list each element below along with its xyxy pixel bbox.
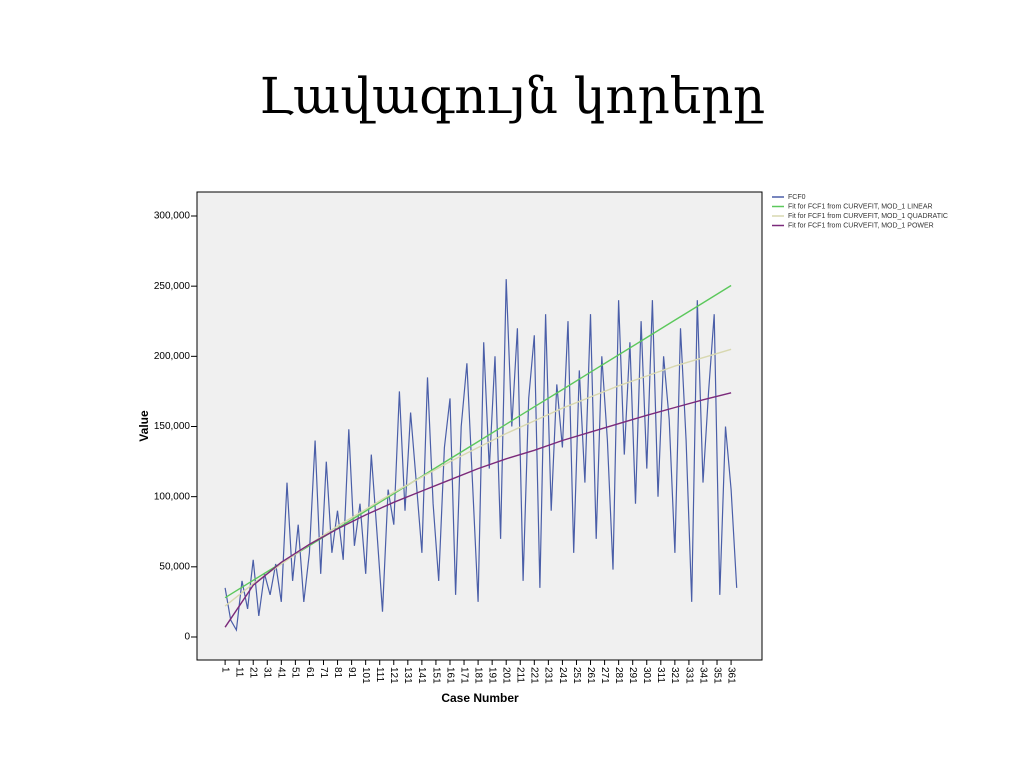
slide-title: Լավագույն կորերը [259, 67, 765, 125]
y-tick-label: 50,000 [159, 561, 190, 572]
x-tick-label: 341 [697, 667, 708, 684]
x-tick-label: 331 [683, 667, 694, 684]
y-tick-label: 150,000 [154, 421, 191, 432]
plot-area [196, 191, 763, 661]
legend-label: FCF0 [788, 194, 806, 201]
x-tick-label: 171 [458, 667, 469, 684]
x-tick-label: 71 [318, 667, 329, 679]
series-line [224, 279, 738, 632]
x-tick-label: 181 [472, 667, 483, 684]
series-line [224, 284, 732, 599]
y-axis-title: Value [137, 410, 151, 442]
x-tick-label: 1 [219, 667, 230, 673]
x-tick-label: 271 [599, 667, 610, 684]
x-tick-label: 281 [613, 667, 624, 684]
x-tick-label: 291 [627, 667, 638, 684]
x-tick-label: 351 [711, 667, 722, 684]
x-tick-label: 51 [290, 667, 301, 679]
x-tick-label: 231 [543, 667, 554, 684]
x-tick-label: 81 [332, 667, 343, 679]
x-tick-label: 321 [669, 667, 680, 684]
y-tick-label: 0 [184, 632, 190, 643]
x-tick-label: 91 [346, 667, 357, 679]
x-tick-label: 261 [585, 667, 596, 684]
x-tick-label: 61 [304, 667, 315, 679]
x-tick-label: 161 [444, 667, 455, 684]
y-tick-label: 250,000 [154, 281, 191, 292]
x-tick-label: 151 [430, 667, 441, 684]
x-tick-label: 211 [515, 667, 526, 683]
x-tick-label: 111 [374, 667, 385, 683]
y-tick-label: 100,000 [154, 491, 191, 502]
x-axis-title: Case Number [441, 691, 519, 705]
x-tick-label: 41 [276, 667, 287, 679]
x-tick-label: 311 [655, 667, 666, 683]
x-tick-label: 241 [557, 667, 568, 684]
y-tick-label: 300,000 [154, 211, 191, 222]
y-tick-label: 200,000 [154, 351, 191, 362]
x-tick-label: 31 [262, 667, 273, 679]
x-tick-label: 141 [416, 667, 427, 684]
x-tick-label: 201 [501, 667, 512, 684]
legend-label: Fit for FCF1 from CURVEFIT, MOD_1 QUADRA… [788, 213, 948, 220]
x-tick-label: 121 [388, 667, 399, 684]
legend-label: Fit for FCF1 from CURVEFIT, MOD_1 LINEAR [788, 203, 933, 210]
x-tick-label: 221 [529, 667, 540, 684]
x-tick-label: 191 [487, 667, 498, 684]
x-tick-label: 21 [248, 667, 259, 679]
legend-label: Fit for FCF1 from CURVEFIT, MOD_1 POWER [788, 222, 934, 229]
x-tick-label: 301 [641, 667, 652, 684]
x-tick-label: 11 [234, 667, 245, 678]
series-line [224, 392, 732, 628]
x-tick-label: 251 [571, 667, 582, 684]
x-tick-label: 101 [360, 667, 371, 684]
x-tick-label: 131 [402, 667, 413, 684]
x-tick-label: 361 [725, 667, 736, 684]
